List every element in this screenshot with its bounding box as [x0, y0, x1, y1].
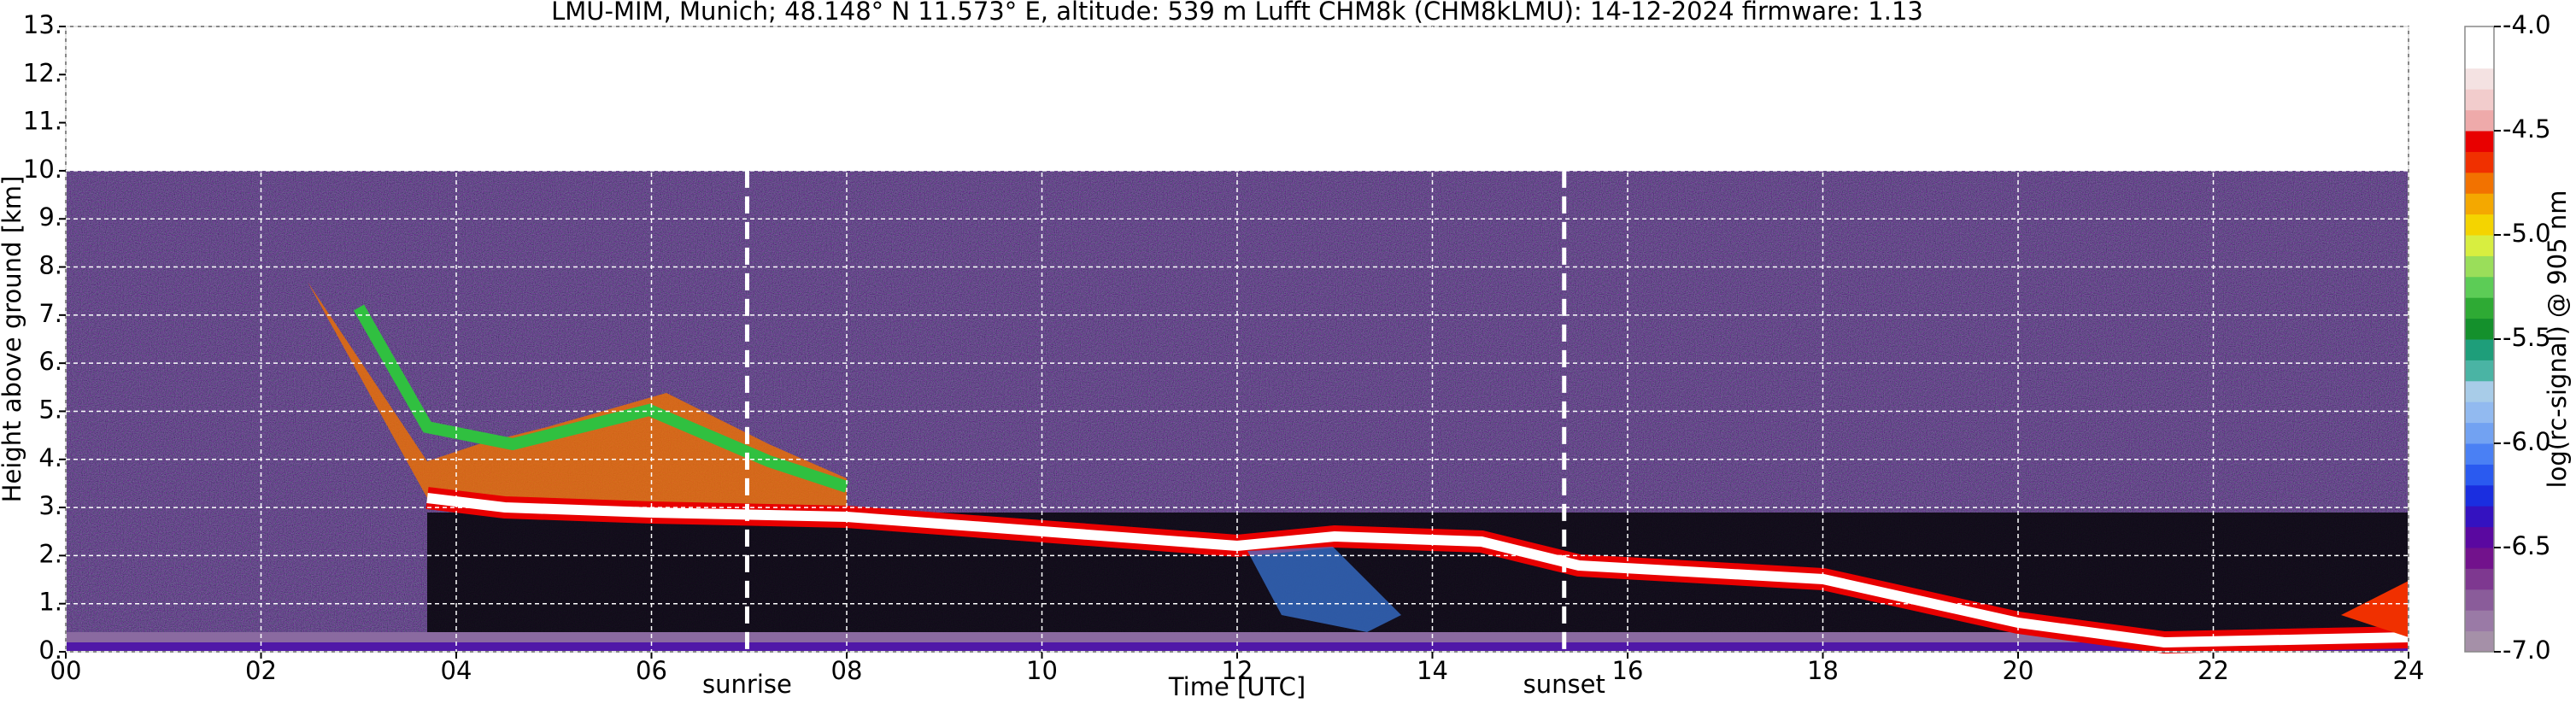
y-tick-label: 6.	[38, 347, 62, 376]
colorbar-swatch	[2465, 464, 2494, 486]
colorbar-swatch	[2465, 151, 2494, 173]
colorbar-tick-label: -5.5	[2503, 323, 2551, 352]
colorbar-swatch	[2465, 67, 2494, 90]
colorbar-tick-label: -7.0	[2503, 636, 2551, 665]
x-tick-label: 12	[1222, 656, 1253, 685]
colorbar-swatch	[2465, 548, 2494, 569]
colorbar-swatch	[2465, 568, 2494, 590]
x-tick-label: 24	[2393, 656, 2425, 685]
y-tick-label: 10.	[23, 155, 62, 184]
y-axis-label: Height above ground [km]	[0, 176, 26, 503]
colorbar-swatch	[2465, 484, 2494, 507]
chart-title: LMU-MIM, Munich; 48.148° N 11.573° E, al…	[551, 0, 1923, 26]
colorbar-swatch	[2465, 109, 2494, 132]
x-tick-label: 02	[245, 656, 277, 685]
colorbar-swatch	[2465, 401, 2494, 424]
colorbar-label: log(rc-signal) @ 905 nm	[2543, 190, 2572, 489]
cloud-edge	[353, 304, 849, 493]
colorbar-swatch	[2465, 193, 2494, 215]
x-tick-label: 22	[2198, 656, 2229, 685]
annotation-label: sunset	[1523, 670, 1605, 699]
y-tick-label: 8.	[38, 251, 62, 280]
colorbar-swatch	[2465, 297, 2494, 319]
y-tick-label: 0.	[38, 636, 62, 665]
colorbar-swatch	[2465, 589, 2494, 611]
x-tick-label: 06	[636, 656, 667, 685]
colorbar-swatch	[2465, 339, 2494, 360]
x-axis-label: Time [UTC]	[1168, 672, 1306, 701]
x-tick-label: 10	[1026, 656, 1058, 685]
y-tick-label: 11.	[23, 107, 62, 136]
x-tick-label: 16	[1612, 656, 1644, 685]
y-tick-label: 1.	[38, 588, 62, 617]
colorbar-swatch	[2465, 422, 2494, 444]
y-tick-label: 4.	[38, 443, 62, 472]
colorbar-swatch	[2465, 214, 2494, 236]
y-tick-label: 2.	[38, 539, 62, 568]
y-tick-label: 13.	[23, 10, 62, 39]
colorbar-swatch	[2465, 630, 2494, 653]
colorbar-swatch	[2465, 506, 2494, 528]
surface-core	[66, 642, 2409, 652]
colorbar-swatch	[2465, 526, 2494, 548]
low-cloud	[2341, 581, 2409, 637]
colorbar-swatch	[2465, 443, 2494, 465]
cloud-upper	[308, 282, 847, 517]
colorbar-tick-label: -6.0	[2503, 427, 2551, 456]
x-tick-label: 00	[50, 656, 82, 685]
colorbar-tick-label: -4.0	[2503, 10, 2551, 39]
x-tick-label: 08	[831, 656, 863, 685]
colorbar-swatch	[2465, 47, 2494, 69]
colorbar-tick-label: -4.5	[2503, 114, 2551, 144]
colorbar-swatch	[2465, 26, 2494, 48]
colorbar-swatch	[2465, 255, 2494, 278]
annotation-label: sunrise	[702, 670, 792, 699]
colorbar-swatch	[2465, 131, 2494, 152]
colorbar-swatch	[2465, 89, 2494, 111]
precip	[1247, 547, 1401, 632]
colorbar-swatch	[2465, 276, 2494, 298]
y-tick-label: 7.	[38, 299, 62, 328]
x-tick-label: 18	[1807, 656, 1839, 685]
colorbar-tick-label: -6.5	[2503, 531, 2551, 560]
colorbar-tick-label: -5.0	[2503, 219, 2551, 248]
colorbar-swatch	[2465, 360, 2494, 382]
y-tick-label: 3.	[38, 491, 62, 520]
colorbar-swatch	[2465, 380, 2494, 402]
colorbar-swatch	[2465, 172, 2494, 194]
x-tick-label: 14	[1417, 656, 1448, 685]
colorbar-swatch	[2465, 235, 2494, 256]
colorbar-swatch	[2465, 610, 2494, 632]
y-tick-label: 9.	[38, 202, 62, 231]
y-tick-label: 12.	[23, 58, 62, 87]
x-tick-label: 04	[441, 656, 472, 685]
colorbar-swatch	[2465, 318, 2494, 340]
y-tick-label: 5.	[38, 395, 62, 424]
x-tick-label: 20	[2003, 656, 2034, 685]
